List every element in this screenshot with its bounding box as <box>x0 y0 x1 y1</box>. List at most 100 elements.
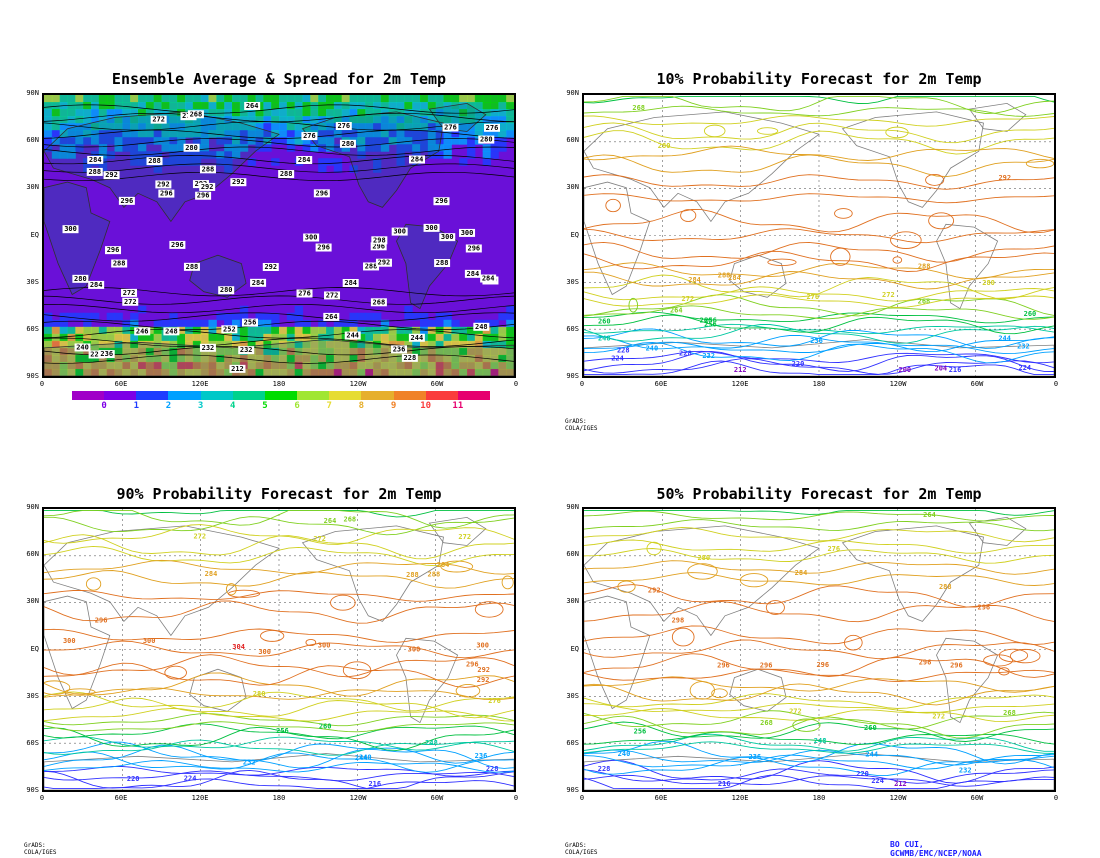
spread-cell <box>326 144 335 152</box>
spread-cell <box>51 109 61 117</box>
spread-cell <box>98 326 108 335</box>
spread-cell <box>130 354 139 363</box>
spread-cell <box>443 137 452 145</box>
svg-text:284: 284 <box>411 155 424 163</box>
contour-label: 228 <box>486 765 499 773</box>
spread-cell <box>326 130 335 138</box>
contour-line <box>584 759 1054 784</box>
spread-cell <box>420 319 429 328</box>
spread-cell <box>83 102 92 110</box>
spread-cell <box>122 137 131 145</box>
spread-cell <box>200 319 209 328</box>
spread-cell <box>98 123 108 131</box>
spread-cell <box>185 130 194 138</box>
spread-cell <box>474 361 484 370</box>
svg-text:288: 288 <box>280 170 293 178</box>
spread-cell <box>286 116 296 124</box>
spread-cell <box>388 123 397 131</box>
spread-cell <box>474 354 484 363</box>
spread-cell <box>302 368 311 376</box>
svg-text:296: 296 <box>977 603 990 611</box>
svg-text:272: 272 <box>313 535 326 543</box>
spread-cell <box>192 347 202 356</box>
spread-cell <box>506 109 514 117</box>
spread-cell <box>294 319 303 328</box>
contour-label: 272 <box>122 297 139 306</box>
spread-cell <box>138 354 147 363</box>
spread-cell <box>482 109 491 117</box>
spread-cell <box>404 361 413 370</box>
spread-cell <box>208 368 217 376</box>
contour-line <box>584 539 1054 554</box>
contour-label: 300 <box>391 227 408 236</box>
spread-cell <box>294 109 303 117</box>
spread-cell <box>161 130 170 138</box>
spread-cell <box>91 95 100 103</box>
lon-tick-label: 120W <box>349 380 367 388</box>
spread-cell <box>349 102 358 110</box>
contour-label: 220 <box>792 360 805 368</box>
spread-cell <box>208 354 217 363</box>
svg-text:296: 296 <box>466 661 479 669</box>
spread-cell <box>216 158 225 166</box>
spread-cell <box>145 116 155 124</box>
spread-cell <box>75 144 84 152</box>
svg-text:268: 268 <box>1003 709 1016 717</box>
spread-cell <box>490 95 499 103</box>
spread-cell <box>506 361 514 370</box>
spread-cell <box>443 151 452 159</box>
svg-text:300: 300 <box>441 233 454 241</box>
spread-cell <box>326 95 335 103</box>
spread-cell <box>138 158 147 166</box>
spread-cell <box>286 347 296 356</box>
spread-cell <box>208 123 217 131</box>
spread-cell <box>404 312 413 321</box>
svg-text:284: 284 <box>205 570 218 578</box>
lon-tick-label: 60E <box>654 794 668 802</box>
contour-loop <box>765 600 785 615</box>
lat-tick-label: 30N <box>566 597 579 606</box>
svg-text:268: 268 <box>190 110 203 118</box>
spread-cell <box>153 130 162 138</box>
svg-text:296: 296 <box>950 661 963 669</box>
spread-cell <box>341 368 350 376</box>
spread-cell <box>138 116 147 124</box>
spread-cell <box>396 158 405 166</box>
contour-label: 296 <box>760 662 773 670</box>
spread-cell <box>435 116 444 124</box>
svg-text:300: 300 <box>64 225 77 233</box>
spread-cell <box>130 361 139 370</box>
contour-label: 220 <box>856 770 869 778</box>
contour-label: 272 <box>313 535 326 543</box>
spread-cell <box>114 312 123 321</box>
spread-cell <box>67 144 76 152</box>
svg-text:284: 284 <box>344 279 357 287</box>
contour-label: 288 <box>428 571 441 579</box>
spread-cell <box>192 116 202 124</box>
spread-cell <box>498 109 507 117</box>
svg-text:300: 300 <box>476 642 489 650</box>
svg-text:268: 268 <box>918 297 931 305</box>
spread-cell <box>310 137 319 145</box>
contour-label: 244 <box>344 331 361 340</box>
svg-text:268: 268 <box>760 719 773 727</box>
contour-label: 284 <box>480 274 497 283</box>
spread-cell <box>59 151 68 159</box>
svg-text:272: 272 <box>789 708 802 716</box>
contour-label: 284 <box>795 569 808 577</box>
contour-label: 288 <box>146 157 163 166</box>
spread-cell <box>67 109 76 117</box>
spread-cell <box>443 95 452 103</box>
spread-cell <box>44 368 53 376</box>
spread-cell <box>482 347 491 356</box>
svg-text:256: 256 <box>704 317 717 325</box>
spread-cell <box>177 130 186 138</box>
spread-cell <box>138 144 147 152</box>
spread-cell <box>333 95 343 103</box>
spread-cell <box>271 361 280 370</box>
spread-cell <box>396 102 405 110</box>
spread-cell <box>114 361 123 370</box>
spread-cell <box>380 333 390 342</box>
spread-cell <box>51 354 61 363</box>
spread-cell <box>459 354 468 363</box>
